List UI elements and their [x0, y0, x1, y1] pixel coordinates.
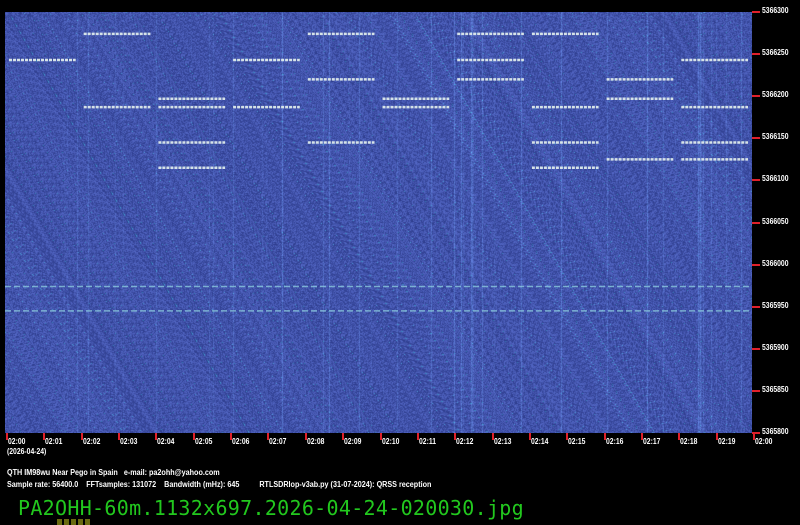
x-tick: [566, 433, 569, 440]
x-tick-label: 02:09: [344, 437, 362, 446]
x-tick-label: 02:00: [8, 437, 26, 446]
y-tick-label: 5365900: [762, 342, 789, 352]
x-tick: [678, 433, 681, 440]
x-tick: [267, 433, 270, 440]
x-tick-label: 02:13: [493, 437, 511, 446]
x-tick-label: 02:02: [82, 437, 101, 446]
y-tick-label: 5366100: [762, 174, 789, 184]
x-tick: [43, 433, 46, 440]
y-tick-label: 5366150: [762, 132, 789, 142]
y-tick-label: 5365950: [762, 300, 789, 310]
receiver-info: Sample rate: 56400.0 FFTsamples: 131072 …: [7, 480, 432, 489]
y-tick: [752, 347, 760, 350]
y-tick-label: 5365850: [762, 384, 789, 394]
y-tick: [752, 305, 760, 308]
x-tick: [379, 433, 382, 440]
x-tick: [528, 433, 531, 440]
x-tick-label: 02:16: [605, 437, 623, 446]
x-tick-label: 02:06: [232, 437, 250, 446]
y-tick-label: 5366050: [762, 216, 789, 226]
signal-layer: [5, 32, 752, 312]
y-tick-label: 5366000: [762, 258, 789, 268]
x-tick: [192, 433, 195, 440]
x-tick-label: 02:17: [642, 437, 661, 446]
filename-caption: PA2OHH-60m.1132x697.2026-04-24-020030.jp…: [18, 496, 524, 520]
y-tick: [752, 11, 760, 13]
y-tick-label: 5366200: [762, 90, 789, 100]
y-tick: [752, 179, 760, 182]
x-tick: [640, 433, 643, 440]
marker-block: [85, 519, 90, 525]
x-tick: [753, 433, 755, 440]
x-tick: [155, 433, 158, 440]
x-tick: [230, 433, 233, 440]
x-tick-label: 02:07: [269, 437, 287, 446]
x-tick: [416, 433, 419, 440]
x-tick: [715, 433, 718, 440]
spectrogram-canvas: [5, 12, 752, 433]
y-tick: [752, 263, 760, 266]
marker-block: [78, 519, 83, 525]
x-tick: [118, 433, 121, 440]
y-tick: [752, 137, 760, 140]
x-tick: [603, 433, 606, 440]
x-tick-label: 02:10: [381, 437, 399, 446]
x-tick-label: 02:04: [157, 437, 175, 446]
station-info: QTH IM98wu Near Pego in Spain e-mail: pa…: [7, 468, 220, 477]
marker-block: [64, 519, 69, 525]
y-tick: [752, 53, 760, 56]
x-tick: [491, 433, 494, 440]
x-tick: [80, 433, 83, 440]
x-tick-label: 02:11: [418, 437, 436, 446]
y-tick-label: 5366300: [762, 6, 789, 15]
x-tick-label: 02:18: [680, 437, 698, 446]
x-tick: [304, 433, 307, 440]
y-tick: [752, 389, 760, 392]
x-tick-label: 02:01: [45, 437, 63, 446]
y-tick: [752, 95, 760, 98]
x-tick-label: 02:00: [755, 437, 773, 446]
x-tick: [6, 433, 8, 440]
spectrogram-plot: [5, 12, 752, 433]
x-tick: [454, 433, 457, 440]
y-tick-label: 5365800: [762, 427, 789, 436]
x-tick-label: 02:19: [717, 437, 736, 446]
marker-block: [57, 519, 62, 525]
x-tick-label: 02:12: [456, 437, 474, 446]
marker-block: [71, 519, 76, 525]
x-tick: [342, 433, 345, 440]
x-tick-label: 02:14: [530, 437, 549, 446]
y-tick: [752, 221, 760, 224]
x-tick-label: 02:08: [306, 437, 325, 446]
date-label: (2026-04-24): [7, 447, 47, 456]
x-tick-label: 02:15: [568, 437, 586, 446]
x-tick-label: 02:03: [120, 437, 138, 446]
y-tick: [752, 432, 760, 434]
y-tick-label: 5366250: [762, 48, 789, 58]
x-tick-label: 02:05: [194, 437, 213, 446]
